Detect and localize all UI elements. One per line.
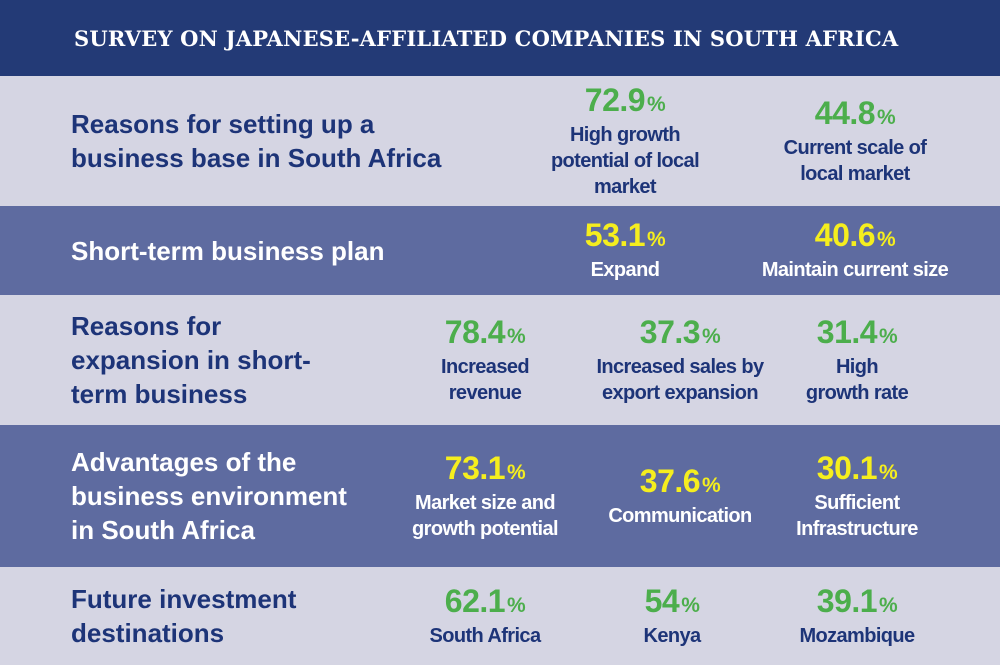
stat-label: Maintain current size: [761, 259, 949, 281]
stat-value: 37.3%: [639, 313, 721, 350]
stat-value: 62.1%: [444, 582, 526, 619]
row-advantages: Advantages of the business environment i…: [0, 425, 1000, 567]
stat: 40.6% Maintain current size: [745, 206, 965, 295]
stat-value: 44.8%: [814, 94, 896, 131]
stat: 30.1% Sufficient Infrastructure: [747, 425, 967, 567]
stat: 44.8% Current scale of local market: [745, 76, 965, 206]
stat-value: 30.1%: [816, 449, 898, 486]
stat-label: Communication: [608, 504, 752, 527]
stat: 37.6% Communication: [570, 425, 790, 567]
stat-label: Market size and growth potential: [412, 491, 559, 540]
stat: 73.1% Market size and growth potential: [375, 425, 595, 567]
stat: 39.1% Mozambique: [747, 567, 967, 665]
stat-label: Expand: [590, 259, 660, 281]
stat-value: 73.1%: [444, 449, 526, 486]
stat-label: Increased sales by export expansion: [596, 355, 764, 404]
header-banner: SURVEY ON JAPANESE-AFFILIATED COMPANIES …: [0, 0, 1000, 76]
page-title: SURVEY ON JAPANESE-AFFILIATED COMPANIES …: [74, 25, 899, 51]
stat-label: Mozambique: [799, 624, 915, 647]
stat-value: 54%: [644, 582, 700, 619]
row-title: Short-term business plan: [71, 235, 385, 266]
stat-label: Increased revenue: [441, 355, 530, 404]
row-expansion-reasons: Reasons for expansion in short- term bus…: [0, 295, 1000, 425]
stat-label: High growth rate: [805, 355, 909, 404]
stat: 62.1% South Africa: [375, 567, 595, 665]
stat-value: 39.1%: [816, 582, 898, 619]
row-short-term-plan: Short-term business plan 53.1% Expand 40…: [0, 206, 1000, 295]
stat-label: Kenya: [643, 624, 701, 647]
stat-label: South Africa: [429, 624, 542, 647]
stat: 31.4% High growth rate: [747, 295, 967, 425]
row-title: Reasons for setting up a business base i…: [71, 109, 442, 173]
row-title: Advantages of the business environment i…: [71, 447, 347, 545]
stat-label: Current scale of local market: [783, 136, 927, 185]
stat-label: Sufficient Infrastructure: [796, 491, 918, 540]
stat: 72.9% High growth potential of local mar…: [515, 76, 735, 206]
stat: 53.1% Expand: [515, 206, 735, 295]
stat: 78.4% Increased revenue: [375, 295, 595, 425]
stat-value: 53.1%: [584, 217, 666, 253]
stat: 37.3% Increased sales by export expansio…: [570, 295, 790, 425]
stat-label: High growth potential of local market: [550, 123, 700, 198]
row-future-investment: Future investment destinations 62.1% Sou…: [0, 567, 1000, 665]
row-title: Future investment destinations: [71, 584, 297, 648]
stat-value: 72.9%: [584, 81, 666, 118]
stat-value: 40.6%: [814, 217, 896, 253]
stat-value: 31.4%: [816, 313, 898, 350]
row-reasons-setup: Reasons for setting up a business base i…: [0, 76, 1000, 206]
stat-value: 78.4%: [444, 313, 526, 350]
stat: 54% Kenya: [562, 567, 782, 665]
row-title: Reasons for expansion in short- term bus…: [71, 311, 311, 409]
stat-value: 37.6%: [639, 462, 721, 499]
